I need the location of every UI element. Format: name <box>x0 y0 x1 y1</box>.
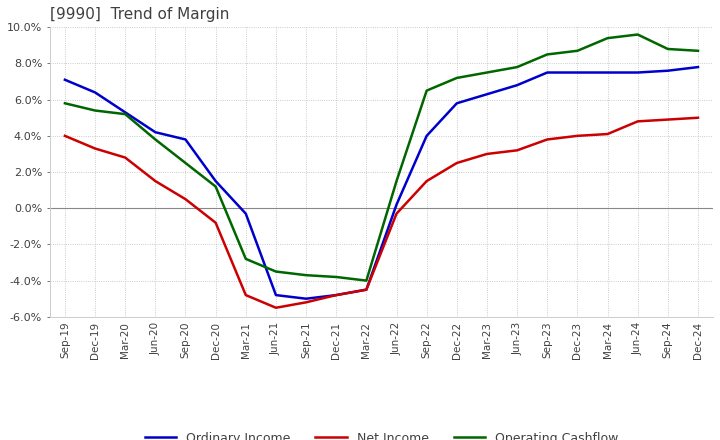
Operating Cashflow <box>452 75 461 81</box>
Ordinary Income <box>362 287 371 292</box>
Operating Cashflow <box>693 48 702 53</box>
Net Income <box>513 148 521 153</box>
Net Income <box>603 132 612 137</box>
Net Income <box>60 133 69 139</box>
Ordinary Income <box>151 130 160 135</box>
Ordinary Income <box>513 83 521 88</box>
Ordinary Income <box>634 70 642 75</box>
Net Income <box>211 220 220 225</box>
Net Income <box>241 293 250 298</box>
Ordinary Income <box>482 92 491 97</box>
Operating Cashflow <box>332 275 341 280</box>
Net Income <box>482 151 491 157</box>
Operating Cashflow <box>362 278 371 283</box>
Operating Cashflow <box>60 101 69 106</box>
Operating Cashflow <box>121 111 130 117</box>
Net Income <box>362 287 371 292</box>
Net Income <box>664 117 672 122</box>
Ordinary Income <box>664 68 672 73</box>
Operating Cashflow <box>392 179 401 184</box>
Net Income <box>181 197 190 202</box>
Operating Cashflow <box>664 46 672 51</box>
Operating Cashflow <box>181 160 190 165</box>
Ordinary Income <box>392 202 401 207</box>
Net Income <box>634 119 642 124</box>
Net Income <box>151 179 160 184</box>
Net Income <box>543 137 552 142</box>
Operating Cashflow <box>151 137 160 142</box>
Operating Cashflow <box>211 184 220 189</box>
Net Income <box>121 155 130 160</box>
Ordinary Income <box>181 137 190 142</box>
Net Income <box>693 115 702 121</box>
Operating Cashflow <box>271 269 280 274</box>
Net Income <box>302 300 310 305</box>
Ordinary Income <box>302 296 310 301</box>
Operating Cashflow <box>423 88 431 93</box>
Net Income <box>423 179 431 184</box>
Operating Cashflow <box>302 272 310 278</box>
Line: Net Income: Net Income <box>65 118 698 308</box>
Ordinary Income <box>573 70 582 75</box>
Operating Cashflow <box>603 36 612 41</box>
Ordinary Income <box>452 101 461 106</box>
Line: Ordinary Income: Ordinary Income <box>65 67 698 299</box>
Ordinary Income <box>543 70 552 75</box>
Legend: Ordinary Income, Net Income, Operating Cashflow: Ordinary Income, Net Income, Operating C… <box>140 426 624 440</box>
Line: Operating Cashflow: Operating Cashflow <box>65 34 698 281</box>
Ordinary Income <box>271 293 280 298</box>
Operating Cashflow <box>634 32 642 37</box>
Ordinary Income <box>603 70 612 75</box>
Operating Cashflow <box>573 48 582 53</box>
Net Income <box>271 305 280 310</box>
Operating Cashflow <box>91 108 99 113</box>
Ordinary Income <box>211 179 220 184</box>
Ordinary Income <box>241 211 250 216</box>
Ordinary Income <box>693 64 702 70</box>
Text: [9990]  Trend of Margin: [9990] Trend of Margin <box>50 7 229 22</box>
Operating Cashflow <box>482 70 491 75</box>
Ordinary Income <box>332 293 341 298</box>
Operating Cashflow <box>513 64 521 70</box>
Operating Cashflow <box>543 52 552 57</box>
Ordinary Income <box>121 110 130 115</box>
Net Income <box>392 211 401 216</box>
Ordinary Income <box>423 133 431 139</box>
Net Income <box>332 293 341 298</box>
Ordinary Income <box>91 90 99 95</box>
Ordinary Income <box>60 77 69 82</box>
Net Income <box>452 160 461 165</box>
Net Income <box>91 146 99 151</box>
Operating Cashflow <box>241 256 250 261</box>
Net Income <box>573 133 582 139</box>
